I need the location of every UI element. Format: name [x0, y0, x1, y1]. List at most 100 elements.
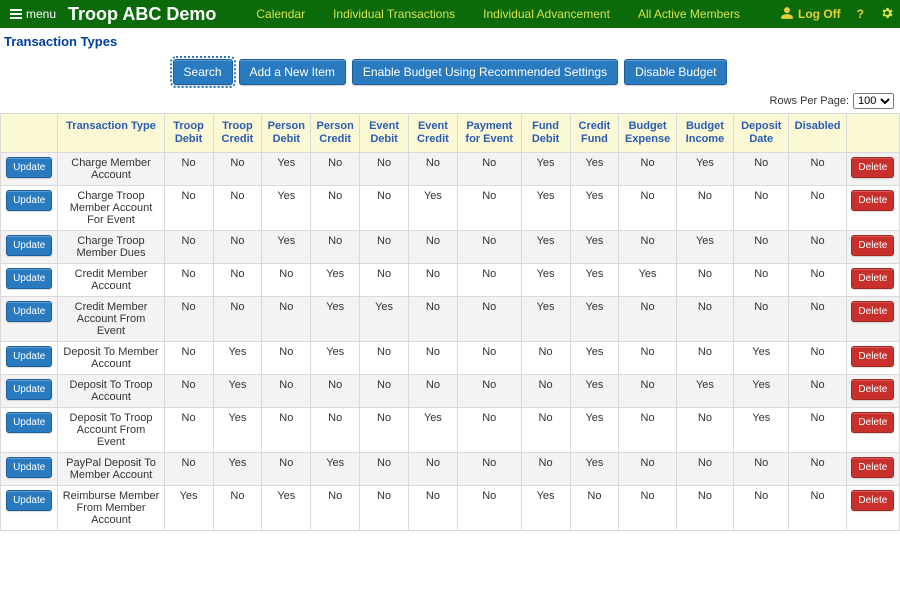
col-budget-income[interactable]: Budget Income [676, 114, 733, 153]
flag-cell: Yes [676, 231, 733, 264]
flag-cell: No [311, 231, 360, 264]
col-person-debit[interactable]: Person Debit [262, 114, 311, 153]
update-button[interactable]: Update [6, 346, 52, 367]
delete-button[interactable]: Delete [851, 235, 894, 256]
flag-cell: No [311, 186, 360, 231]
flag-cell: Yes [262, 231, 311, 264]
topbar-right: Log Off ? [780, 6, 894, 23]
col-deposit-date[interactable]: Deposit Date [734, 114, 789, 153]
delete-button[interactable]: Delete [851, 379, 894, 400]
col-disabled[interactable]: Disabled [789, 114, 846, 153]
flag-cell: No [457, 486, 521, 531]
delete-button[interactable]: Delete [851, 190, 894, 211]
update-button[interactable]: Update [6, 457, 52, 478]
update-button[interactable]: Update [6, 157, 52, 178]
flag-cell: No [521, 375, 570, 408]
flag-cell: No [676, 342, 733, 375]
flag-cell: No [619, 231, 676, 264]
page-title: Transaction Types [0, 28, 900, 51]
flag-cell: No [457, 453, 521, 486]
delete-button[interactable]: Delete [851, 157, 894, 178]
flag-cell: Yes [164, 486, 213, 531]
help-icon[interactable]: ? [857, 7, 864, 21]
enable-budget-button[interactable]: Enable Budget Using Recommended Settings [352, 59, 618, 85]
search-button[interactable]: Search [173, 59, 233, 85]
col-event-credit[interactable]: Event Credit [409, 114, 458, 153]
flag-cell: No [213, 486, 262, 531]
logoff-link[interactable]: Log Off [780, 6, 841, 23]
flag-cell: No [457, 231, 521, 264]
flag-cell: Yes [311, 453, 360, 486]
menu-button[interactable]: menu [6, 5, 60, 23]
flag-cell: No [619, 186, 676, 231]
update-button[interactable]: Update [6, 490, 52, 511]
flag-cell: No [360, 186, 409, 231]
disable-budget-button[interactable]: Disable Budget [624, 59, 727, 85]
add-new-item-button[interactable]: Add a New Item [239, 59, 346, 85]
flag-cell: No [676, 186, 733, 231]
flag-cell: No [734, 186, 789, 231]
delete-button[interactable]: Delete [851, 346, 894, 367]
col-transaction-type[interactable]: Transaction Type [58, 114, 164, 153]
nav-individual-transactions[interactable]: Individual Transactions [333, 7, 455, 21]
update-button[interactable]: Update [6, 301, 52, 322]
update-button[interactable]: Update [6, 268, 52, 289]
delete-button[interactable]: Delete [851, 457, 894, 478]
rows-per-page-label: Rows Per Page: [770, 95, 849, 107]
delete-button[interactable]: Delete [851, 412, 894, 433]
delete-button[interactable]: Delete [851, 301, 894, 322]
flag-cell: Yes [262, 186, 311, 231]
brand-title: Troop ABC Demo [68, 4, 216, 25]
flag-cell: No [619, 153, 676, 186]
update-button[interactable]: Update [6, 412, 52, 433]
flag-cell: Yes [676, 153, 733, 186]
rows-per-page-select[interactable]: 100 [853, 93, 894, 109]
col-update [1, 114, 58, 153]
flag-cell: No [409, 453, 458, 486]
flag-cell: No [619, 342, 676, 375]
flag-cell: No [457, 186, 521, 231]
nav-all-active-members[interactable]: All Active Members [638, 7, 740, 21]
flag-cell: No [457, 297, 521, 342]
hamburger-icon [10, 7, 22, 21]
col-troop-credit[interactable]: Troop Credit [213, 114, 262, 153]
flag-cell: No [164, 297, 213, 342]
delete-button[interactable]: Delete [851, 490, 894, 511]
flag-cell: Yes [311, 297, 360, 342]
col-fund-debit[interactable]: Fund Debit [521, 114, 570, 153]
flag-cell: Yes [570, 297, 619, 342]
flag-cell: Yes [570, 186, 619, 231]
flag-cell: No [676, 297, 733, 342]
update-button[interactable]: Update [6, 235, 52, 256]
col-event-debit[interactable]: Event Debit [360, 114, 409, 153]
col-payment-for-event[interactable]: Payment for Event [457, 114, 521, 153]
flag-cell: Yes [409, 186, 458, 231]
flag-cell: Yes [734, 375, 789, 408]
gear-icon[interactable] [880, 6, 894, 23]
delete-button[interactable]: Delete [851, 268, 894, 289]
flag-cell: No [619, 453, 676, 486]
nav-calendar[interactable]: Calendar [256, 7, 305, 21]
table-row: UpdateCharge Troop Member Account For Ev… [1, 186, 900, 231]
update-button[interactable]: Update [6, 190, 52, 211]
flag-cell: No [570, 486, 619, 531]
col-troop-debit[interactable]: Troop Debit [164, 114, 213, 153]
nav-individual-advancement[interactable]: Individual Advancement [483, 7, 610, 21]
flag-cell: Yes [262, 486, 311, 531]
flag-cell: No [262, 264, 311, 297]
flag-cell: Yes [213, 408, 262, 453]
flag-cell: No [789, 264, 846, 297]
col-credit-fund[interactable]: Credit Fund [570, 114, 619, 153]
col-budget-expense[interactable]: Budget Expense [619, 114, 676, 153]
update-button[interactable]: Update [6, 379, 52, 400]
flag-cell: No [213, 297, 262, 342]
flag-cell: Yes [262, 153, 311, 186]
flag-cell: Yes [521, 297, 570, 342]
flag-cell: No [360, 408, 409, 453]
toolbar: Search Add a New Item Enable Budget Usin… [0, 51, 900, 91]
col-person-credit[interactable]: Person Credit [311, 114, 360, 153]
flag-cell: No [521, 342, 570, 375]
user-icon [780, 6, 794, 23]
flag-cell: No [311, 486, 360, 531]
transaction-type-cell: Deposit To Member Account [58, 342, 164, 375]
